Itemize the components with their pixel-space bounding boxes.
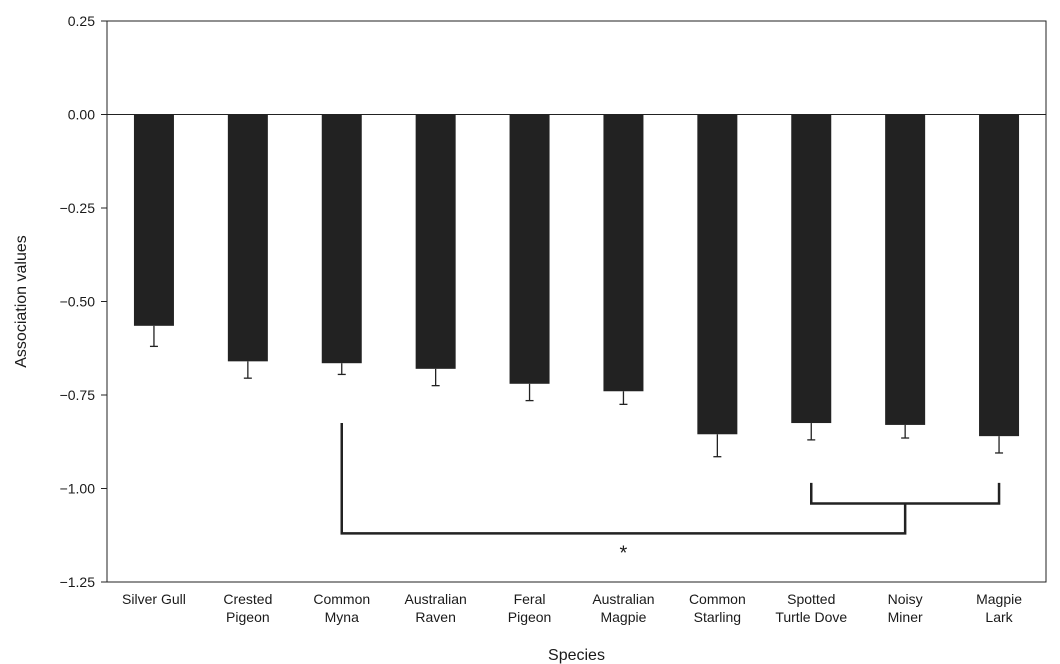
y-axis-ticks: 0.25 0.00 −0.25 −0.50 −0.75 −1.00 −1.25 [60, 13, 107, 590]
y-tick-label: −0.50 [60, 294, 96, 310]
x-category-label: Magpie Lark [976, 591, 1022, 625]
bar [791, 114, 832, 424]
x-category-label: Feral Pigeon [508, 591, 552, 625]
bar [415, 114, 456, 369]
x-category-label: Noisy Miner [888, 591, 923, 625]
significance-brackets [340, 423, 1001, 535]
outer-bracket [340, 423, 907, 535]
inner-bracket [810, 482, 1001, 505]
bar [509, 114, 550, 384]
bar [227, 114, 268, 362]
x-category-label: Common Starling [689, 591, 746, 625]
y-tick-label: −1.00 [60, 481, 96, 497]
bars [133, 114, 1020, 437]
x-category-label: Australian Raven [405, 591, 467, 625]
y-tick-label: −0.25 [60, 200, 96, 216]
bar [979, 114, 1020, 437]
bar [885, 114, 926, 425]
bar [133, 114, 174, 326]
x-axis-title: Species [548, 647, 605, 664]
y-tick-label: −1.25 [60, 574, 96, 590]
x-category-label: Crested Pigeon [223, 591, 272, 625]
y-tick-label: −0.75 [60, 387, 96, 403]
error-bars [149, 325, 1004, 458]
y-tick-label: 0.25 [68, 13, 95, 29]
y-axis-title: Association values [13, 235, 30, 368]
bar [603, 114, 644, 392]
x-category-label: Silver Gull [122, 591, 186, 607]
x-category-label: Common Myna [313, 591, 370, 625]
x-category-label: Australian Magpie [592, 591, 654, 625]
significance-asterisk: * [620, 542, 628, 564]
y-tick-label: 0.00 [68, 107, 95, 123]
bar [321, 114, 362, 364]
x-category-label: Spotted Turtle Dove [775, 591, 847, 625]
x-axis-category-labels: Silver Gull Crested Pigeon Common Myna Austra… [122, 591, 1022, 625]
bar [697, 114, 738, 435]
